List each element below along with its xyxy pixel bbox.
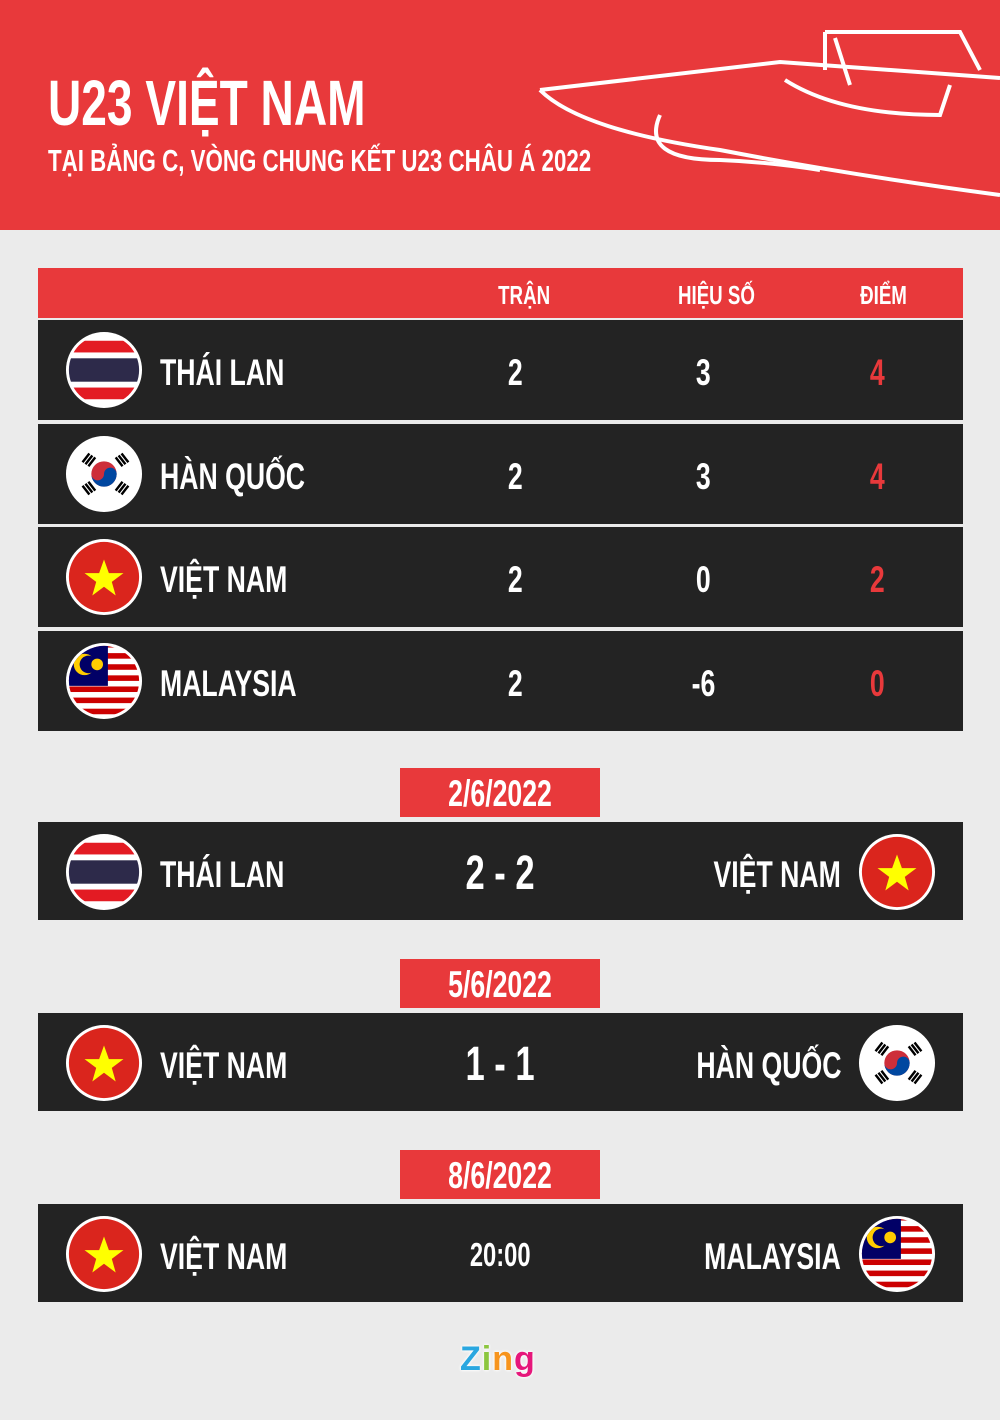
- played-value: 2: [507, 456, 523, 497]
- home-team: THÁI LAN: [160, 854, 285, 895]
- away-team: VIỆT NAM: [713, 854, 841, 895]
- standings-row: HÀN QUỐC 2 3 4: [38, 424, 963, 524]
- away-team: HÀN QUỐC: [695, 1045, 841, 1086]
- match-date: 5/6/2022: [400, 959, 600, 1008]
- home-team: VIỆT NAM: [160, 1236, 288, 1277]
- team-name: THÁI LAN: [160, 352, 285, 393]
- vietnam-flag-icon: [65, 1024, 143, 1102]
- points-value: 4: [869, 456, 885, 497]
- thailand-flag-icon: [65, 833, 143, 911]
- column-played: TRẬN: [498, 280, 551, 310]
- points-value: 2: [869, 559, 885, 600]
- zing-logo: Zing: [460, 1340, 536, 1378]
- match-score: 1 - 1: [465, 1038, 535, 1091]
- standings-row: MALAYSIA 2 -6 0: [38, 631, 963, 731]
- points-value: 0: [869, 663, 885, 704]
- vietnam-flag-icon: [858, 833, 936, 911]
- match-score: 2 - 2: [465, 847, 535, 900]
- column-points: ĐIỂM: [860, 280, 907, 310]
- home-team: VIỆT NAM: [160, 1045, 288, 1086]
- page-subtitle: TẠI BẢNG C, VÒNG CHUNG KẾT U23 CHÂU Á 20…: [48, 143, 592, 178]
- match-date: 2/6/2022: [400, 768, 600, 817]
- match-date-text: 2/6/2022: [448, 773, 552, 814]
- vietnam-flag-icon: [65, 538, 143, 616]
- kickoff-time: 20:00: [469, 1236, 531, 1273]
- points-value: 4: [869, 352, 885, 393]
- goal-difference-value: 3: [695, 456, 711, 497]
- malaysia-flag-icon: [858, 1215, 936, 1293]
- goal-difference-value: -6: [691, 663, 715, 704]
- away-team: MALAYSIA: [704, 1236, 841, 1277]
- standings-header: TRẬN HIỆU SỐ ĐIỂM: [38, 268, 963, 318]
- match-date-text: 5/6/2022: [448, 964, 552, 1005]
- standings-row: VIỆT NAM 2 0 2: [38, 527, 963, 627]
- match-date: 8/6/2022: [400, 1150, 600, 1199]
- column-goal-difference: HIỆU SỐ: [677, 280, 755, 310]
- malaysia-flag-icon: [65, 642, 143, 720]
- vietnam-flag-icon: [65, 1215, 143, 1293]
- page-title: U23 VIỆT NAM: [48, 67, 366, 139]
- goal-difference-value: 0: [695, 559, 711, 600]
- standings-row: THÁI LAN 2 3 4: [38, 320, 963, 420]
- played-value: 2: [507, 663, 523, 704]
- team-name: VIỆT NAM: [160, 559, 288, 600]
- team-name: HÀN QUỐC: [160, 456, 306, 497]
- match-date-text: 8/6/2022: [448, 1155, 552, 1196]
- match-row: VIỆT NAM 1 - 1 HÀN QUỐC: [38, 1013, 963, 1111]
- match-row: THÁI LAN 2 - 2 VIỆT NAM: [38, 822, 963, 920]
- goal-difference-value: 3: [695, 352, 711, 393]
- goal-pitch-illustration: [538, 30, 1000, 197]
- thailand-flag-icon: [65, 331, 143, 409]
- korea-flag-icon: [65, 435, 143, 513]
- header-banner: U23 VIỆT NAM TẠI BẢNG C, VÒNG CHUNG KẾT …: [0, 0, 1000, 230]
- played-value: 2: [507, 559, 523, 600]
- korea-flag-icon: [858, 1024, 936, 1102]
- match-row: VIỆT NAM 20:00 MALAYSIA: [38, 1204, 963, 1302]
- team-name: MALAYSIA: [160, 663, 297, 704]
- played-value: 2: [507, 352, 523, 393]
